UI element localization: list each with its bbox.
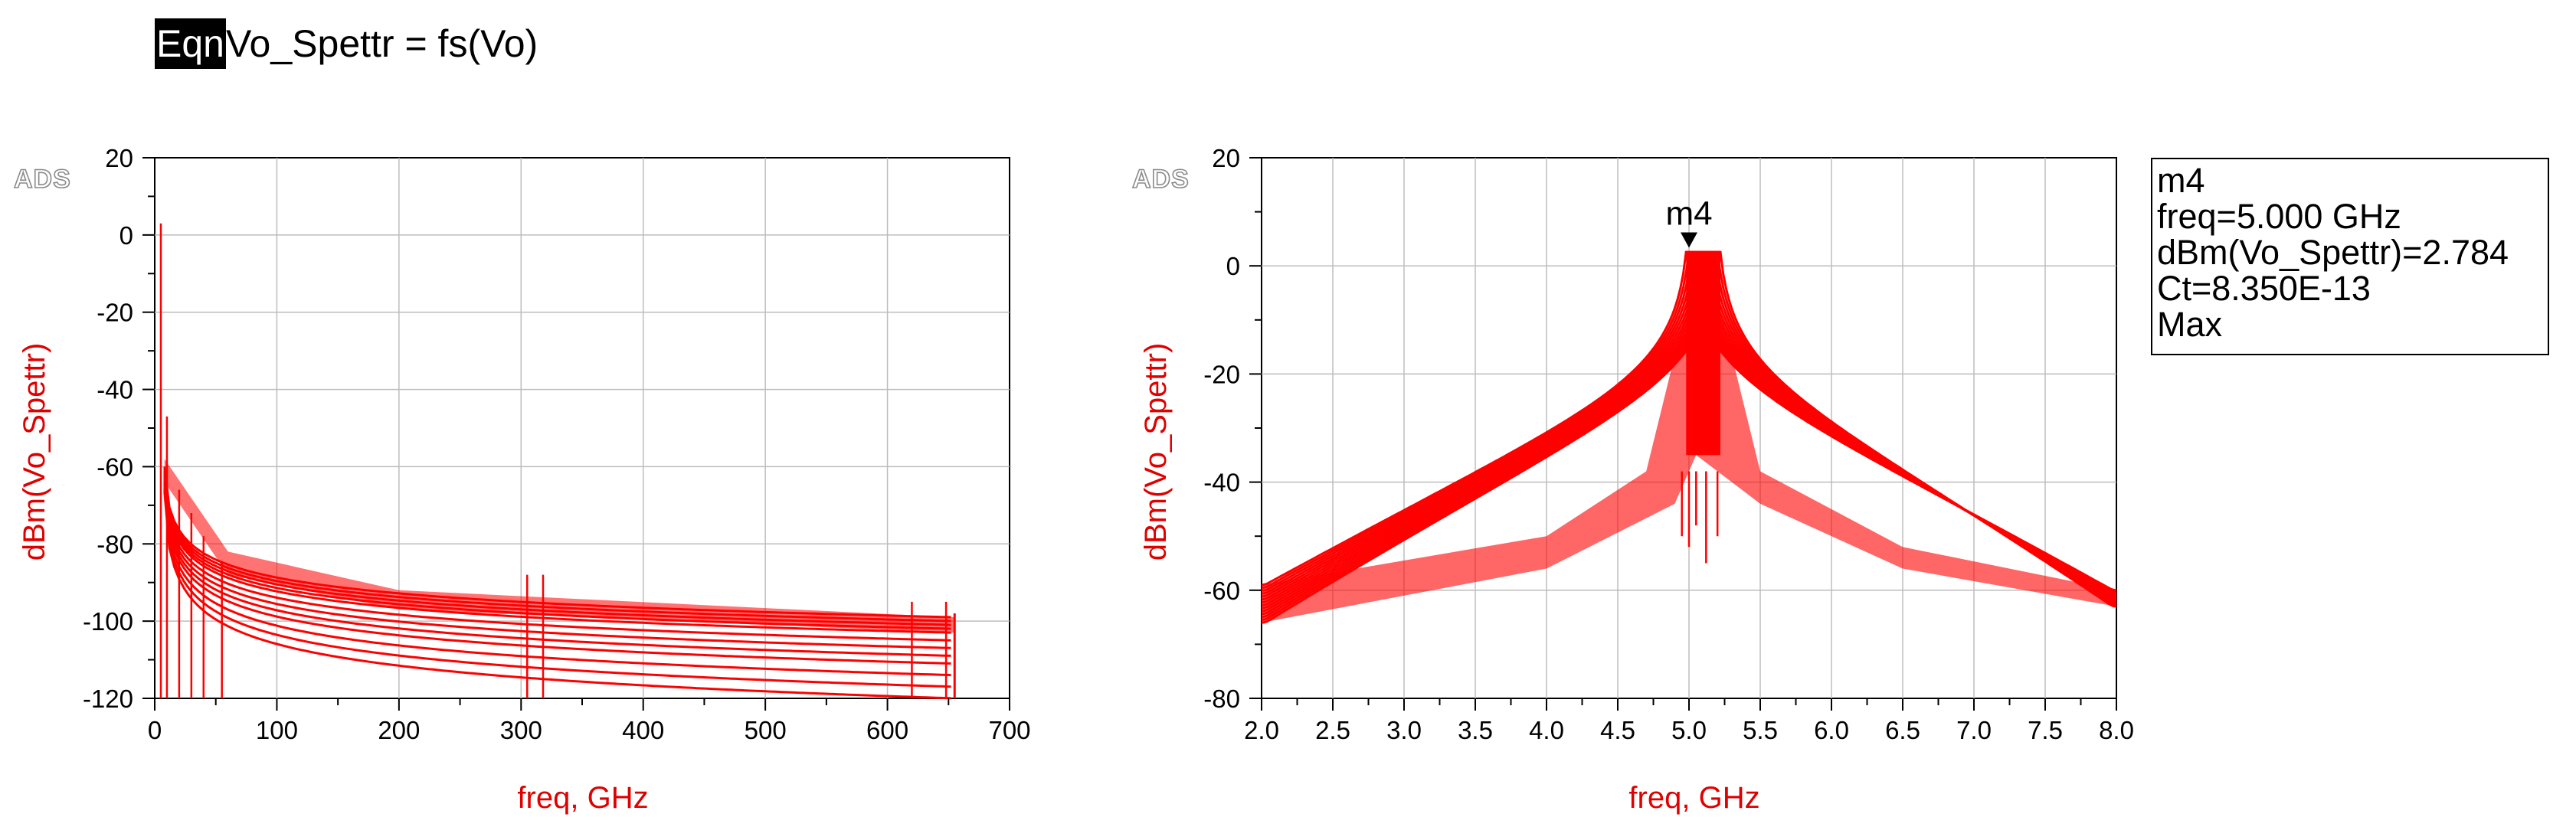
left-ytick-label-2: -20 bbox=[97, 299, 133, 327]
ads-logo-right: ADS bbox=[1132, 165, 1190, 194]
left-ytick-label-6: -100 bbox=[83, 607, 133, 636]
right-xtick-label-6: 5.0 bbox=[1671, 716, 1707, 744]
left-ytick-label-5: -80 bbox=[97, 530, 133, 558]
left-ytick-label-1: 0 bbox=[119, 221, 133, 250]
ads-logo-left: ADS bbox=[14, 165, 71, 194]
spectrum-plot-wide[interactable]: ADS 0 100 200 300 400 500 600 700200-20-40-60-8… bbox=[13, 144, 1031, 815]
marker-readout-box[interactable]: m4 freq=5.000 GHz dBm(Vo_Spettr)=2.784 C… bbox=[2151, 158, 2549, 355]
left-xtick-label-7: 700 bbox=[988, 716, 1030, 744]
left-ytick-label-3: -40 bbox=[97, 376, 133, 404]
right-xtick-label-10: 7.0 bbox=[1956, 716, 1992, 744]
y-axis-label-right: dBm(Vo_Spettr) bbox=[1139, 343, 1173, 561]
right-xtick-label-1: 2.5 bbox=[1315, 716, 1350, 744]
equation-text[interactable]: Vo_Spettr = fs(Vo) bbox=[225, 22, 538, 65]
left-series-line-10 bbox=[163, 489, 951, 688]
left-series-line-0 bbox=[163, 466, 951, 619]
right-xtick-label-12: 8.0 bbox=[2099, 716, 2134, 744]
marker-param: Ct=8.350E-13 bbox=[2157, 269, 2371, 308]
right-xtick-label-8: 6.0 bbox=[1814, 716, 1849, 744]
marker-mode: Max bbox=[2157, 305, 2223, 344]
right-xtick-label-11: 7.5 bbox=[2028, 716, 2063, 744]
left-xtick-label-4: 400 bbox=[622, 716, 664, 744]
left-trace-band bbox=[164, 459, 955, 633]
marker-m4[interactable]: m4 bbox=[1665, 195, 1713, 248]
left-xtick-label-1: 100 bbox=[256, 716, 298, 744]
left-series-line-9 bbox=[163, 487, 951, 677]
series-left bbox=[159, 223, 956, 700]
right-xtick-label-5: 4.5 bbox=[1600, 716, 1635, 744]
left-series-line-7 bbox=[163, 482, 951, 657]
right-ytick-label-3: -40 bbox=[1203, 469, 1240, 497]
left-ytick-label-7: -120 bbox=[83, 685, 133, 713]
right-ytick-label-0: 20 bbox=[1212, 144, 1240, 172]
right-xtick-label-2: 3.0 bbox=[1386, 716, 1422, 744]
ticks-right: 2.0 2.5 3.0 3.5 4.0 4.5 5.0 5.5 6.0 6.5 7.0 7.5 8.0 2… bbox=[1203, 144, 2134, 744]
left-xtick-label-3: 300 bbox=[500, 716, 542, 744]
left-ytick-label-4: -60 bbox=[97, 453, 133, 481]
left-series-line-4 bbox=[163, 476, 951, 634]
right-ytick-label-5: -80 bbox=[1203, 685, 1240, 713]
series-right bbox=[1261, 250, 2117, 624]
right-ytick-label-2: -20 bbox=[1203, 360, 1240, 388]
right-ytick-label-4: -60 bbox=[1203, 577, 1240, 605]
marker-triangle bbox=[1681, 232, 1697, 248]
left-xtick-label-0: 0 bbox=[148, 716, 162, 744]
right-xtick-label-0: 2.0 bbox=[1244, 716, 1279, 744]
eqn-tag[interactable]: Eqn bbox=[155, 18, 226, 69]
left-xtick-label-6: 600 bbox=[866, 716, 908, 744]
y-axis-label-left: dBm(Vo_Spettr) bbox=[18, 343, 51, 561]
right-xtick-label-9: 6.5 bbox=[1885, 716, 1920, 744]
left-series-line-8 bbox=[163, 485, 951, 665]
marker-freq: freq=5.000 GHz bbox=[2157, 197, 2401, 236]
left-series-line-5 bbox=[163, 478, 951, 642]
left-xtick-label-2: 200 bbox=[378, 716, 420, 744]
right-xtick-label-3: 3.5 bbox=[1458, 716, 1493, 744]
right-xtick-label-4: 4.0 bbox=[1529, 716, 1564, 744]
marker-label: m4 bbox=[1665, 195, 1712, 233]
marker-value: dBm(Vo_Spettr)=2.784 bbox=[2157, 233, 2509, 272]
left-xtick-label-5: 500 bbox=[745, 716, 787, 744]
left-series-line-11 bbox=[163, 492, 951, 700]
ticks-left: 0 100 200 300 400 500 600 700200-20-40-60-80-10… bbox=[83, 144, 1031, 744]
right-trace-band bbox=[1262, 309, 2116, 623]
left-ytick-label-0: 20 bbox=[105, 144, 133, 172]
marker-name: m4 bbox=[2157, 161, 2205, 200]
x-axis-label-right: freq, GHz bbox=[1628, 781, 1759, 815]
right-xtick-label-7: 5.5 bbox=[1743, 716, 1778, 744]
spectrum-plot-zoom[interactable]: ADS 2.0 2.5 3.0 3.5 4.0 4.5 5.0 5.5 6.0 6.5 7.0 7.5… bbox=[1131, 144, 2134, 815]
right-ytick-label-1: 0 bbox=[1226, 252, 1240, 280]
equation-line: Eqn Vo_Spettr = fs(Vo) bbox=[155, 17, 538, 70]
x-axis-label-left: freq, GHz bbox=[517, 781, 648, 815]
left-series-line-6 bbox=[163, 480, 951, 649]
